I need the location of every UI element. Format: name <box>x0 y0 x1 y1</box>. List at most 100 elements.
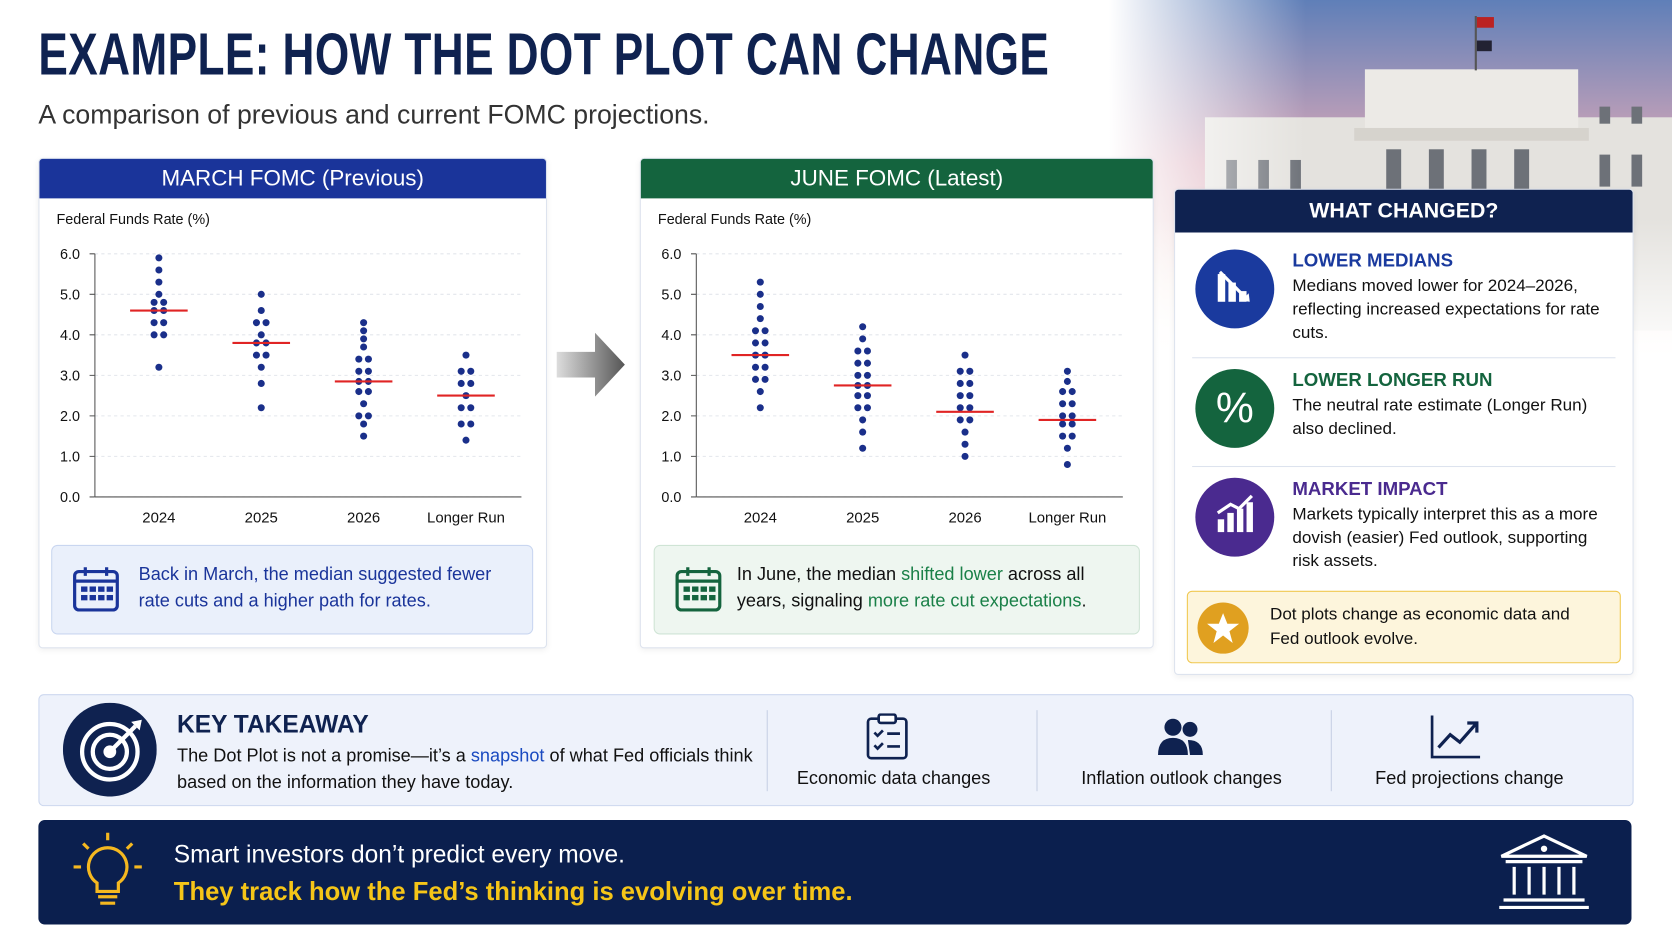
dot <box>956 379 964 387</box>
text-part: The Dot Plot is not a promise—it’s a <box>177 745 471 766</box>
y-tick-label: 4.0 <box>661 328 681 344</box>
calendar-icon <box>73 567 119 612</box>
dot <box>467 379 475 387</box>
takeaway-text: The Dot Plot is not a promise—it’s a sna… <box>177 742 753 795</box>
dot <box>966 392 974 400</box>
text-part: of what Fed officials think based on the… <box>177 745 753 793</box>
item-icon <box>1195 477 1275 557</box>
dot <box>360 400 368 408</box>
dot <box>961 452 969 460</box>
arrow <box>556 332 625 397</box>
x-tick-label: 2026 <box>948 510 981 527</box>
dot <box>1063 377 1071 385</box>
dot <box>355 412 363 420</box>
dot <box>956 416 964 424</box>
dot <box>966 367 974 375</box>
note-text: In June, the median shifted lower across… <box>737 561 1134 614</box>
dot <box>457 379 465 387</box>
dot <box>756 290 764 298</box>
dot <box>155 254 163 262</box>
dot <box>1068 400 1076 408</box>
callout-text: Dot plots change as economic data and Fe… <box>1269 605 1570 649</box>
separator <box>1192 465 1616 468</box>
dot <box>1063 460 1071 469</box>
note-text: Back in March, the median suggested fewe… <box>139 561 518 614</box>
dot <box>863 359 871 367</box>
dot <box>961 440 969 448</box>
dot <box>355 388 363 396</box>
dot <box>761 363 769 371</box>
calendar-icon <box>675 567 722 612</box>
y-tick-label: 3.0 <box>60 369 80 385</box>
dot <box>966 404 974 412</box>
dot <box>1059 400 1067 408</box>
chart-icon <box>1430 715 1481 759</box>
dot <box>160 319 168 327</box>
icon <box>1195 249 1275 329</box>
callout: Dot plots change as economic data and Fe… <box>1186 590 1621 664</box>
dot <box>360 335 368 343</box>
dot <box>150 319 158 327</box>
dot <box>863 347 871 355</box>
note: In June, the median shifted lower across… <box>653 544 1140 635</box>
dot <box>854 359 862 367</box>
dot <box>756 404 764 412</box>
dot <box>150 298 158 306</box>
dot <box>360 420 368 428</box>
dot <box>467 404 475 412</box>
x-tick-label: 2024 <box>142 510 175 527</box>
factor-label: Economic data changes <box>796 767 991 789</box>
dot <box>751 375 760 383</box>
dot <box>863 392 871 400</box>
dot <box>756 302 764 310</box>
dot <box>859 416 867 424</box>
dot <box>956 367 964 375</box>
dot <box>966 416 974 424</box>
panel-header: MARCH FOMC (Previous) <box>39 158 546 199</box>
dot <box>859 323 867 331</box>
item-title: MARKET IMPACT <box>1292 477 1448 500</box>
dot <box>457 420 465 428</box>
dot <box>1068 432 1076 440</box>
dot <box>761 339 769 347</box>
y-tick-label: 0.0 <box>60 490 80 506</box>
banner-line: Smart investors don’t predict every move… <box>173 840 625 868</box>
dot <box>1063 367 1071 375</box>
takeaway: KEY TAKEAWAY The Dot Plot is not a promi… <box>38 694 1634 807</box>
text-part: . <box>1081 590 1087 612</box>
text-part: across all years, signaling <box>736 564 1085 612</box>
y-tick-label: 2.0 <box>661 409 681 425</box>
clipboard-icon <box>866 713 908 760</box>
x-tick-label: 2026 <box>347 510 380 527</box>
bulb-icon <box>73 832 142 905</box>
dot <box>467 420 475 428</box>
dot <box>1059 388 1067 396</box>
dot <box>262 319 270 327</box>
y-tick-label: 3.0 <box>661 369 681 385</box>
dot <box>155 290 163 298</box>
dot <box>257 306 265 315</box>
dot <box>756 388 764 396</box>
dot <box>364 412 372 420</box>
x-tick-label: 2025 <box>846 510 879 527</box>
divider <box>1330 710 1332 792</box>
dot <box>1059 432 1067 440</box>
y-tick-label: 2.0 <box>60 409 80 425</box>
dot <box>751 363 760 371</box>
x-tick-label: 2025 <box>245 510 278 527</box>
target-icon <box>62 702 157 797</box>
banner: Smart investors don’t predict every move… <box>38 820 1632 925</box>
y-tick-label: 0.0 <box>661 490 681 506</box>
dot <box>150 331 158 339</box>
what-changed-panel: WHAT CHANGED? LOWER MEDIANS Medians moved… <box>1174 188 1634 675</box>
dot <box>364 367 372 375</box>
dot <box>1059 412 1067 420</box>
title: EXAMPLE: HOW THE DOT PLOT CAN CHANGE <box>38 20 1050 88</box>
dot <box>859 428 867 436</box>
dot <box>462 436 470 444</box>
item-title: LOWER LONGER RUN <box>1292 368 1493 391</box>
dot <box>761 327 769 335</box>
y-axis-label: Federal Funds Rate (%) <box>658 212 811 228</box>
dot <box>457 404 465 412</box>
